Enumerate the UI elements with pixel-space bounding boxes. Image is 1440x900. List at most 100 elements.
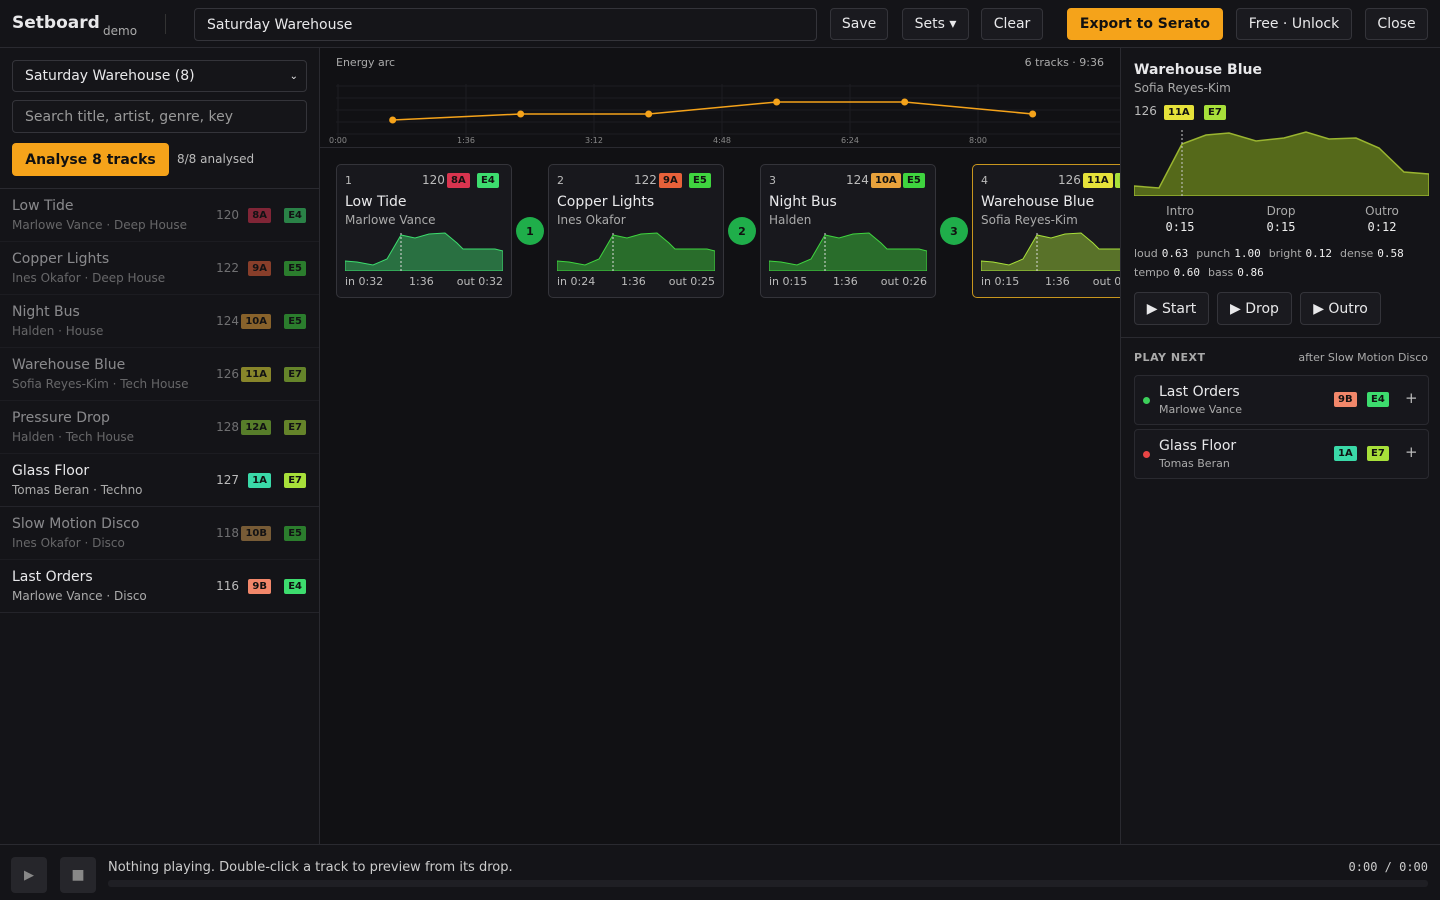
x-tick-label: 1:36: [457, 136, 475, 145]
transition-badge[interactable]: 3: [940, 217, 968, 245]
energy-point: [773, 98, 781, 106]
track-row[interactable]: Slow Motion Disco Ines Okafor · Disco 118 1…: [0, 507, 319, 560]
card-bpm: 124: [846, 173, 869, 187]
card-artist: Ines Okafor: [557, 213, 626, 227]
card-mid: 1:36: [833, 275, 858, 288]
header-button[interactable]: Clear: [981, 8, 1043, 40]
card-waveform: [557, 232, 715, 271]
search-input[interactable]: Search title, artist, genre, key: [12, 100, 307, 133]
preview-button[interactable]: ▶ Outro: [1300, 292, 1381, 325]
transition-badge[interactable]: 2: [728, 217, 756, 245]
track-meta: Ines Okafor · Disco: [12, 536, 125, 550]
track-title: Copper Lights: [12, 251, 110, 267]
key-badge: 9B: [1334, 392, 1357, 407]
track-row[interactable]: Last Orders Marlowe Vance · Disco 116 9B E4: [0, 560, 319, 613]
energy-badge: E4: [284, 208, 306, 223]
energy-badge: E7: [284, 420, 306, 435]
energy-badge: E7: [1115, 173, 1120, 188]
card-out: out 0:32: [456, 275, 503, 288]
key-badge: 9A: [248, 261, 271, 276]
play-next-item[interactable]: Last Orders Marlowe Vance 9B E4 +: [1134, 375, 1429, 425]
key-badge: 8A: [447, 173, 470, 188]
card-in: in 0:24: [557, 275, 596, 288]
stat-value: 0.60: [1173, 266, 1201, 279]
energy-badge: E4: [284, 579, 306, 594]
track-row[interactable]: Night Bus Halden · House 124 10A E5: [0, 295, 319, 348]
card-bpm: 122: [634, 173, 657, 187]
header-button[interactable]: Sets ▾: [902, 8, 969, 40]
stat: loud 0.63: [1134, 244, 1188, 263]
track-bpm: 120: [216, 208, 239, 222]
detail-title: Warehouse Blue: [1134, 62, 1262, 78]
key-badge: 10A: [871, 173, 901, 188]
energy-badge: E4: [1367, 392, 1389, 407]
marker-label: Outro: [1365, 204, 1399, 218]
stat-value: 1.00: [1234, 247, 1261, 260]
energy-chart: Energy arc 6 tracks · 9:36 0:00 1:36 3:12 4…: [329, 56, 1120, 145]
key-badge: 9A: [659, 173, 682, 188]
stat-label: dense: [1340, 247, 1374, 260]
track-row[interactable]: Pressure Drop Halden · Tech House 128 12A E7: [0, 401, 319, 454]
card-out: out 0:25: [668, 275, 715, 288]
play-button[interactable]: ▶: [11, 857, 47, 893]
card-in: in 0:15: [769, 275, 808, 288]
demo-badge: demo: [103, 24, 138, 38]
stat-label: bright: [1268, 247, 1302, 260]
set-card[interactable]: 2 122 9A E5 Copper Lights Ines Okafor in 0:24 1…: [548, 164, 724, 298]
card-artist: Sofia Reyes-Kim: [981, 213, 1078, 227]
card-bpm: 120: [422, 173, 445, 187]
item-title: Last Orders: [1159, 384, 1240, 400]
item-title: Glass Floor: [1159, 438, 1237, 454]
set-card[interactable]: 3 124 10A E5 Night Bus Halden in 0:15 1:36 out 0…: [760, 164, 936, 298]
divider: [165, 14, 166, 34]
marker-label: Drop: [1266, 204, 1296, 218]
track-row[interactable]: Low Tide Marlowe Vance · Deep House 120 8A E…: [0, 189, 319, 242]
track-bpm: 127: [216, 473, 239, 487]
add-button[interactable]: +: [1405, 389, 1418, 407]
card-index: 2: [557, 174, 564, 187]
set-card[interactable]: 1 120 8A E4 Low Tide Marlowe Vance in 0:32 1:36…: [336, 164, 512, 298]
track-bpm: 126: [216, 367, 239, 381]
progress-bar[interactable]: [108, 880, 1428, 887]
preview-button[interactable]: ▶ Start: [1134, 292, 1209, 325]
set-name-input[interactable]: Saturday Warehouse: [194, 8, 817, 41]
stop-button[interactable]: ■: [60, 857, 96, 893]
play-next-item[interactable]: Glass Floor Tomas Beran 1A E7 +: [1134, 429, 1429, 479]
add-button[interactable]: +: [1405, 443, 1418, 461]
item-artist: Tomas Beran: [1159, 457, 1230, 470]
set-select[interactable]: Saturday Warehouse (8) ⌄: [12, 60, 307, 92]
card-title: Copper Lights: [557, 194, 655, 210]
set-area: Energy arc 6 tracks · 9:36 0:00 1:36 3:12 4…: [320, 48, 1120, 844]
marker-time: 0:12: [1367, 220, 1397, 234]
stat: punch 1.00: [1196, 244, 1260, 263]
stat-value: 0.58: [1377, 247, 1404, 260]
track-row[interactable]: Warehouse Blue Sofia Reyes-Kim · Tech Hou…: [0, 348, 319, 401]
play-next-heading: PLAY NEXT: [1134, 351, 1206, 364]
transition-badge[interactable]: 1: [516, 217, 544, 245]
energy-badge: E5: [284, 314, 306, 329]
energy-badge: E7: [284, 367, 306, 382]
track-meta: Tomas Beran · Techno: [12, 483, 143, 497]
track-meta: Halden · Tech House: [12, 430, 135, 444]
track-row[interactable]: Copper Lights Ines Okafor · Deep House 122…: [0, 242, 319, 295]
energy-badge: E5: [284, 526, 306, 541]
header-button[interactable]: Save: [830, 8, 888, 40]
key-badge: 11A: [1164, 105, 1194, 120]
stats: loud 0.63 punch 1.00 bright 0.12 dense 0.58 temp…: [1134, 244, 1434, 282]
track-title: Pressure Drop: [12, 410, 110, 426]
card-bpm: 126: [1058, 173, 1081, 187]
header-button[interactable]: Close: [1365, 8, 1428, 40]
header-button[interactable]: Export to Serato: [1067, 8, 1223, 40]
track-row[interactable]: Glass Floor Tomas Beran · Techno 127 1A E7: [0, 454, 319, 507]
analyse-button[interactable]: Analyse 8 tracks: [12, 143, 169, 176]
stat: bright 0.12: [1269, 244, 1332, 263]
analyse-status: 8/8 analysed: [177, 152, 255, 166]
stat-label: bass: [1208, 266, 1234, 279]
card-title: Warehouse Blue: [981, 194, 1095, 210]
header-button[interactable]: Free · Unlock: [1236, 8, 1352, 40]
card-mid: 1:36: [409, 275, 434, 288]
preview-button[interactable]: ▶ Drop: [1217, 292, 1292, 325]
status-dot: [1143, 451, 1150, 458]
